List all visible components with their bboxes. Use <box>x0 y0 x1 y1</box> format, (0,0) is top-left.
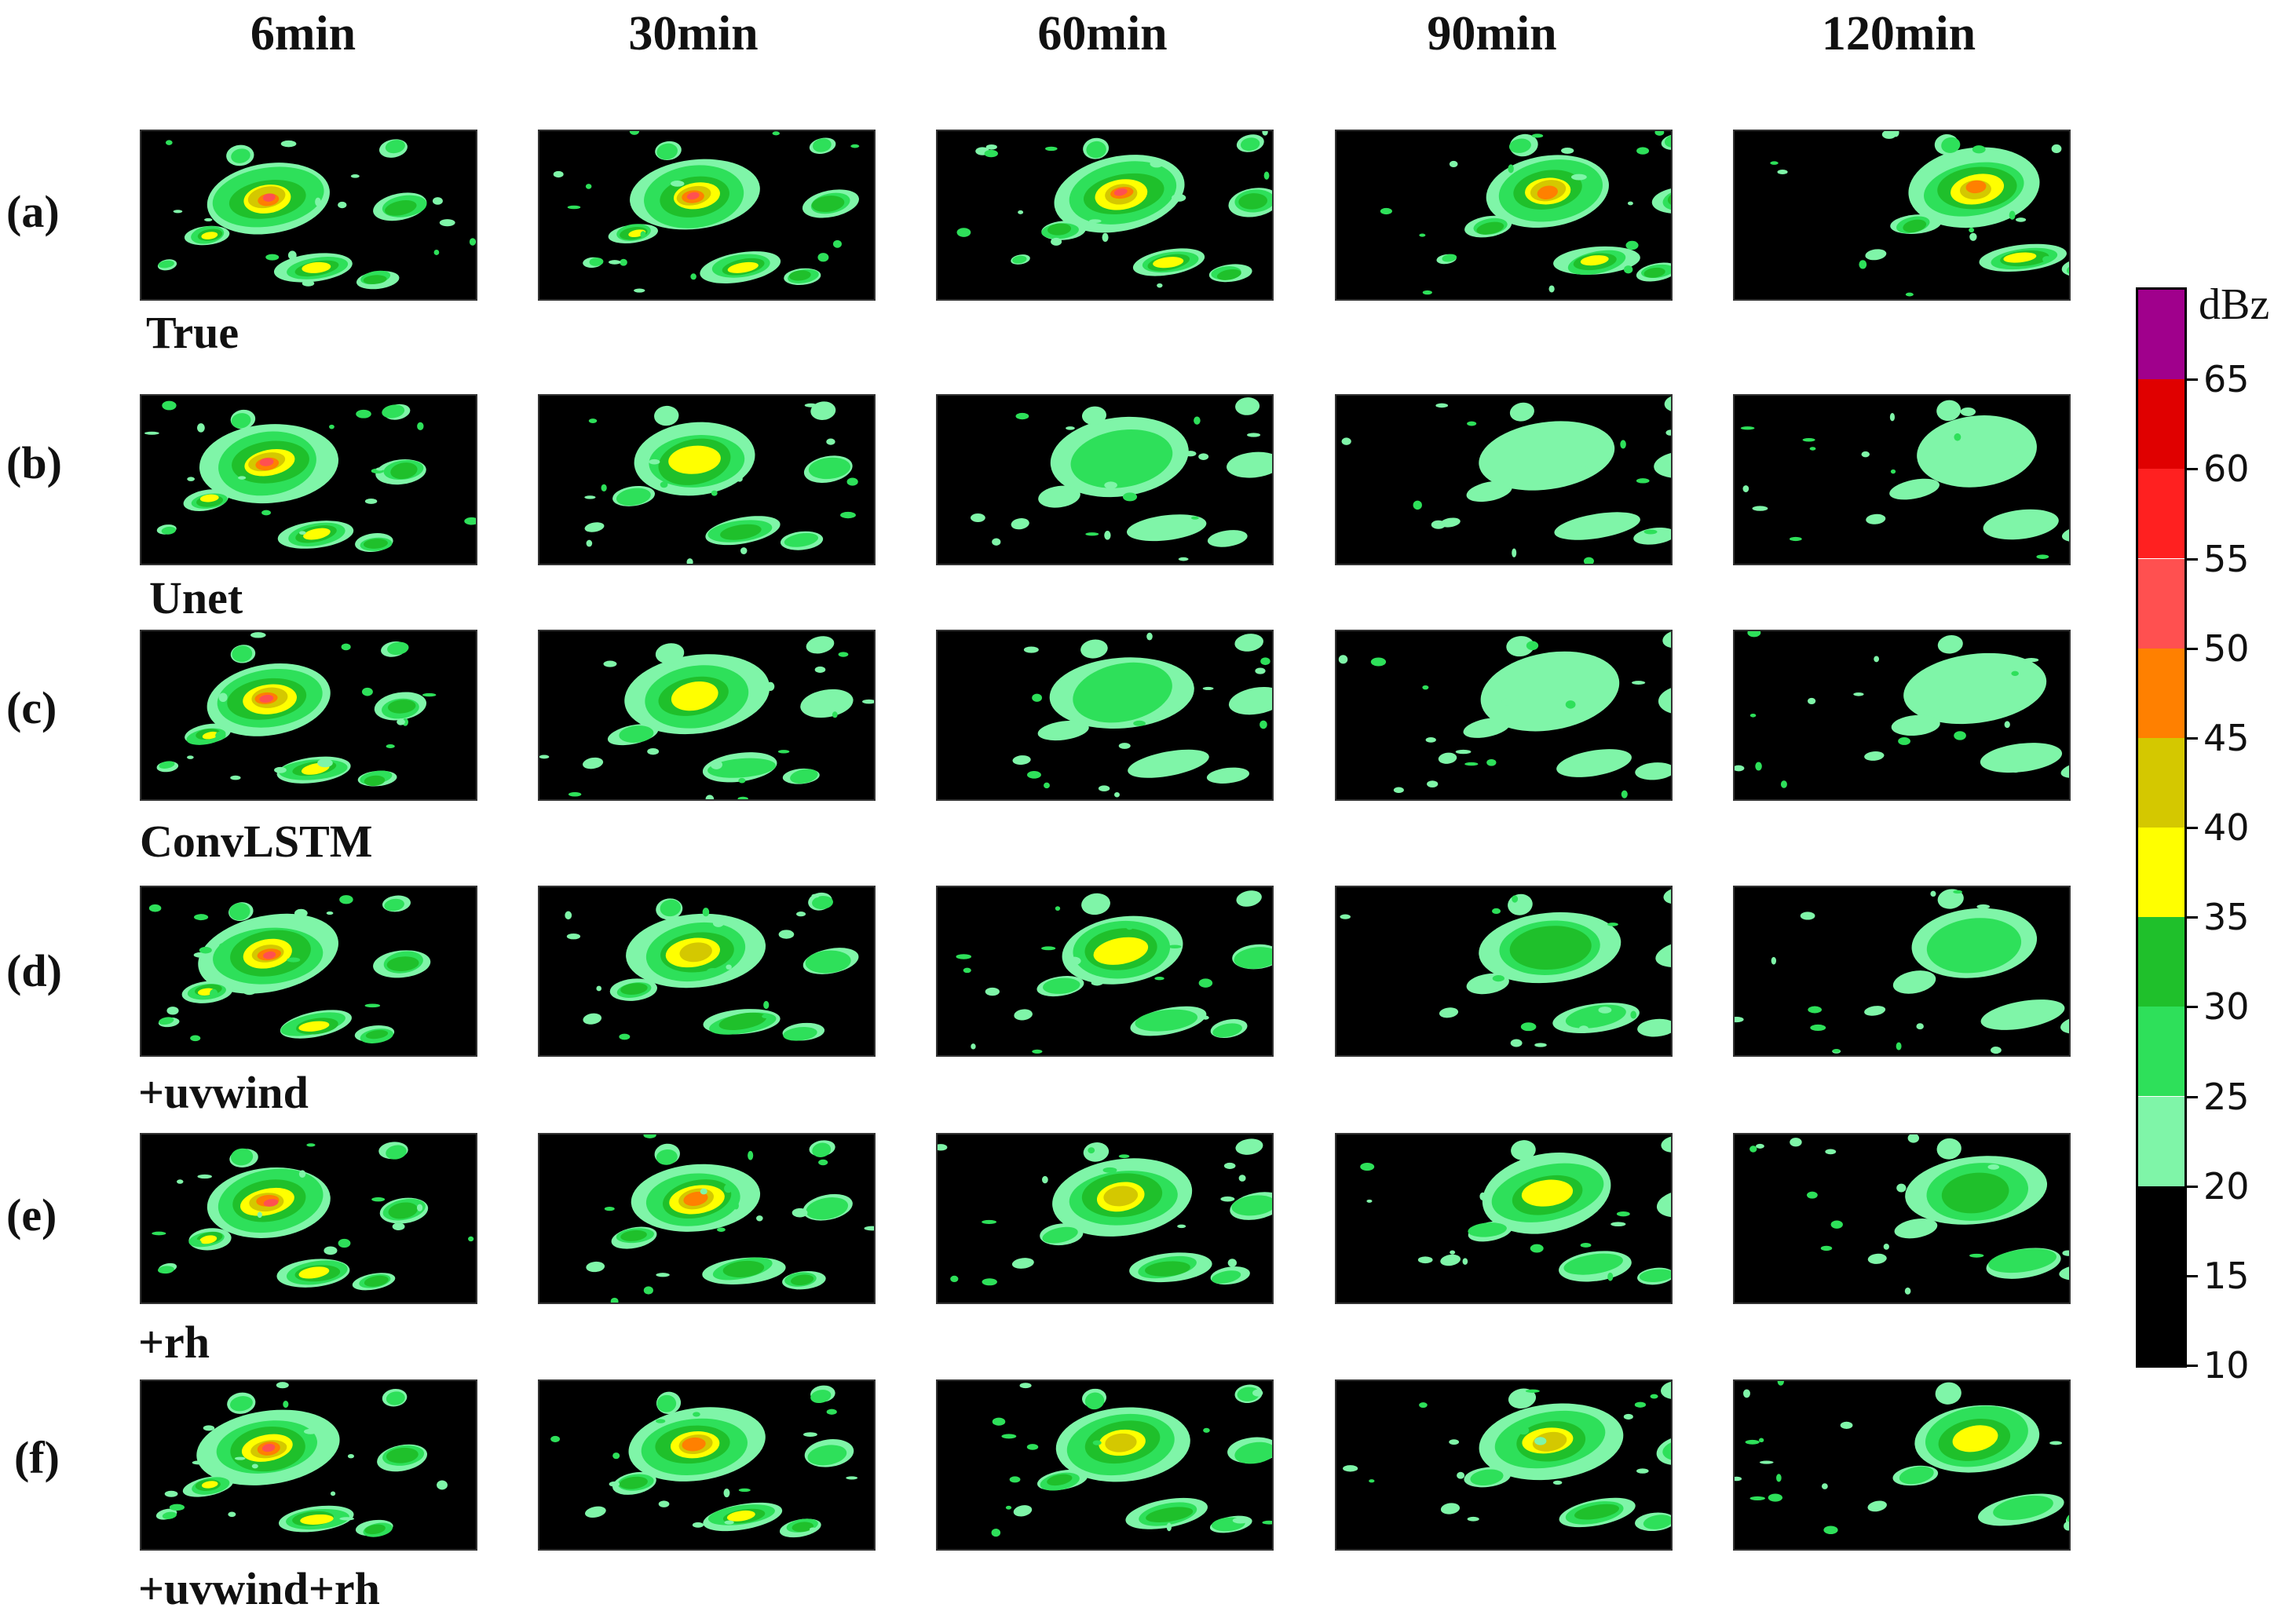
radar-panel-d-3 <box>936 886 1274 1057</box>
radar-panel-e-2 <box>538 1133 876 1304</box>
radar-panel-d-1 <box>140 886 477 1057</box>
colorbar-band-35-40 <box>2138 828 2184 918</box>
radar-panel-c-4 <box>1335 630 1673 801</box>
model-label-unet: Unet <box>149 572 243 623</box>
row-letter-f: (f) <box>14 1432 60 1483</box>
radar-panel-b-4 <box>1335 394 1673 565</box>
colorbar-band-50-55 <box>2138 558 2184 649</box>
colorbar-tick-mark <box>2187 736 2198 740</box>
colorbar-band-55-60 <box>2138 469 2184 559</box>
row-letter-a: (a) <box>6 186 60 237</box>
radar-panel-f-3 <box>936 1379 1274 1551</box>
radar-panel-a-3 <box>936 130 1274 301</box>
colorbar-tick-label: 30 <box>2203 985 2250 1029</box>
colorbar-tick-label: 10 <box>2203 1344 2250 1387</box>
colorbar-tick-mark <box>2187 378 2198 382</box>
radar-panel-b-2 <box>538 394 876 565</box>
colorbar-tick-label: 50 <box>2203 627 2250 670</box>
radar-panel-b-3 <box>936 394 1274 565</box>
colorbar-tick-mark <box>2187 647 2198 650</box>
colorbar-band-10-20 <box>2138 1186 2184 1365</box>
colorbar-tick-mark <box>2187 1274 2198 1277</box>
radar-panel-c-5 <box>1733 630 2071 801</box>
radar-panel-d-5 <box>1733 886 2071 1057</box>
radar-panel-e-5 <box>1733 1133 2071 1304</box>
colorbar-band-20-25 <box>2138 1096 2184 1186</box>
column-header-60min: 60min <box>1037 7 1168 60</box>
row-letter-b: (b) <box>6 437 62 488</box>
radar-panel-e-3 <box>936 1133 1274 1304</box>
colorbar-tick-label: 60 <box>2203 448 2250 491</box>
model-label-true: True <box>146 307 239 358</box>
radar-panel-d-2 <box>538 886 876 1057</box>
colorbar-band-60-65 <box>2138 379 2184 470</box>
colorbar-band-40-45 <box>2138 737 2184 828</box>
model-label-uvwind: +uvwind <box>138 1067 309 1118</box>
radar-panel-a-1 <box>140 130 477 301</box>
colorbar-band-30-35 <box>2138 917 2184 1007</box>
column-header-30min: 30min <box>628 7 759 60</box>
radar-panel-e-4 <box>1335 1133 1673 1304</box>
colorbar-tick-mark <box>2187 468 2198 471</box>
radar-panel-f-5 <box>1733 1379 2071 1551</box>
colorbar-tick-mark <box>2187 1185 2198 1188</box>
colorbar <box>2136 287 2187 1368</box>
colorbar-tick-label: 20 <box>2203 1164 2250 1208</box>
colorbar-tick-mark <box>2187 1006 2198 1009</box>
model-label-convlstm: ConvLSTM <box>140 816 373 867</box>
colorbar-band-65-70 <box>2138 290 2184 380</box>
colorbar-tick-label: 15 <box>2203 1254 2250 1297</box>
colorbar-tick-mark <box>2187 1365 2198 1367</box>
radar-panel-c-2 <box>538 630 876 801</box>
row-letter-e: (e) <box>6 1189 57 1240</box>
radar-panel-f-2 <box>538 1379 876 1551</box>
column-header-90min: 90min <box>1427 7 1557 60</box>
row-letter-c: (c) <box>6 682 57 733</box>
row-letter-d: (d) <box>6 945 62 996</box>
colorbar-tick-label: 35 <box>2203 896 2250 939</box>
radar-panel-f-4 <box>1335 1379 1673 1551</box>
colorbar-band-25-30 <box>2138 1007 2184 1097</box>
colorbar-tick-mark <box>2187 916 2198 919</box>
colorbar-tick-mark <box>2187 827 2198 829</box>
radar-panel-c-1 <box>140 630 477 801</box>
radar-panel-a-5 <box>1733 130 2071 301</box>
column-header-6min: 6min <box>250 7 356 60</box>
colorbar-tick-label: 55 <box>2203 537 2250 580</box>
colorbar-tick-label: 65 <box>2203 358 2250 401</box>
colorbar-tick-label: 40 <box>2203 806 2250 849</box>
radar-panel-a-4 <box>1335 130 1673 301</box>
colorbar-band-45-50 <box>2138 648 2184 738</box>
radar-panel-c-3 <box>936 630 1274 801</box>
radar-panel-a-2 <box>538 130 876 301</box>
radar-panel-e-1 <box>140 1133 477 1304</box>
colorbar-unit: dBz <box>2199 280 2270 329</box>
radar-panel-b-1 <box>140 394 477 565</box>
radar-panel-d-4 <box>1335 886 1673 1057</box>
model-label-uvwind-rh: +uvwind+rh <box>138 1563 380 1614</box>
model-label-rh: +rh <box>138 1317 210 1368</box>
colorbar-tick-mark <box>2187 557 2198 561</box>
colorbar-tick-label: 45 <box>2203 716 2250 759</box>
colorbar-tick-label: 25 <box>2203 1075 2250 1118</box>
radar-panel-f-1 <box>140 1379 477 1551</box>
colorbar-tick-mark <box>2187 1095 2198 1098</box>
column-header-120min: 120min <box>1821 7 1976 60</box>
radar-panel-b-5 <box>1733 394 2071 565</box>
